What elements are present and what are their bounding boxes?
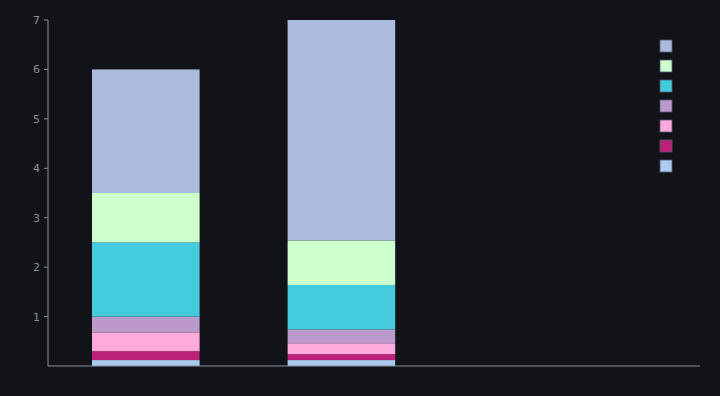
- y-tick: [44, 168, 48, 169]
- bar-segment: [92, 69, 200, 193]
- bar-segment: [92, 351, 200, 360]
- bar-segment: [92, 332, 200, 351]
- legend-swatch: [660, 100, 672, 112]
- y-tick-label: 2: [33, 261, 40, 274]
- legend: [660, 40, 672, 172]
- chart: 1 2 3 4 5 6 7: [0, 0, 720, 396]
- y-tick: [44, 118, 48, 119]
- legend-swatch: [660, 160, 672, 172]
- legend-swatch: [660, 60, 672, 72]
- legend-swatch: [660, 80, 672, 92]
- bar-segment: [288, 285, 396, 329]
- bars: [92, 20, 395, 366]
- legend-swatch: [660, 120, 672, 132]
- y-axis: [48, 20, 49, 366]
- background: [0, 0, 720, 396]
- bar-segment: [288, 329, 396, 343]
- bar-segment: [288, 240, 396, 284]
- x-axis: [48, 366, 700, 367]
- bar-segment: [288, 343, 396, 354]
- y-tick: [44, 316, 48, 317]
- y-tick: [44, 217, 48, 218]
- y-tick-label: 4: [33, 162, 40, 175]
- bar-segment: [92, 242, 200, 316]
- y-tick: [44, 69, 48, 70]
- y-tick: [44, 20, 48, 21]
- y-tick-label: 3: [33, 212, 40, 225]
- legend-swatch: [660, 40, 672, 52]
- bar-segment: [288, 20, 396, 240]
- y-tick: [44, 267, 48, 268]
- bar-segment: [92, 360, 200, 366]
- legend-swatch: [660, 140, 672, 152]
- y-tick-label: 6: [33, 63, 40, 76]
- bar-segment: [92, 193, 200, 242]
- bar-segment: [92, 317, 200, 333]
- y-tick-label: 7: [33, 14, 40, 27]
- bar-segment: [288, 354, 396, 360]
- bar-segment: [288, 360, 396, 366]
- y-tick-label: 5: [33, 113, 40, 126]
- y-tick-label: 1: [33, 311, 40, 324]
